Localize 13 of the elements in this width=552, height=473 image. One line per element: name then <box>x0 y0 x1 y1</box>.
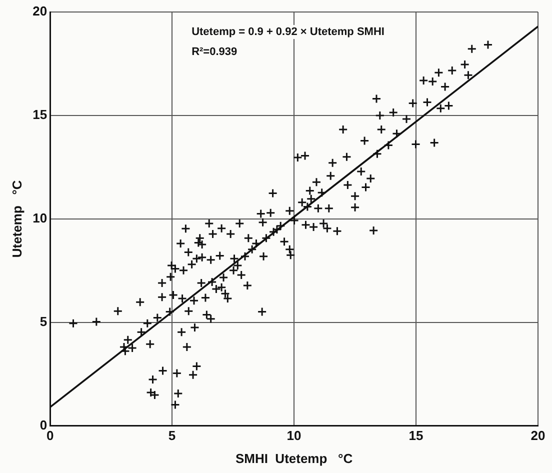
y-tick-label: 5 <box>40 314 48 329</box>
x-tick-label: 5 <box>168 428 176 444</box>
x-tick-label: 15 <box>408 428 424 444</box>
annotation: Utetemp = 0.9 + 0.92 × Utetemp SMHI <box>192 26 384 38</box>
x-axis-title: SMHI Utetemp °C <box>235 450 354 466</box>
y-tick-label: 15 <box>32 107 48 122</box>
y-tick-label: 0 <box>40 417 48 432</box>
y-tick-label: 10 <box>32 210 48 226</box>
y-tick-label: 20 <box>32 4 48 19</box>
x-tick-label: 10 <box>286 428 302 444</box>
annotation: R²=0.939 <box>192 46 238 58</box>
y-axis-title: Utetemp °C <box>9 180 24 258</box>
x-tick-label: 20 <box>530 428 546 444</box>
